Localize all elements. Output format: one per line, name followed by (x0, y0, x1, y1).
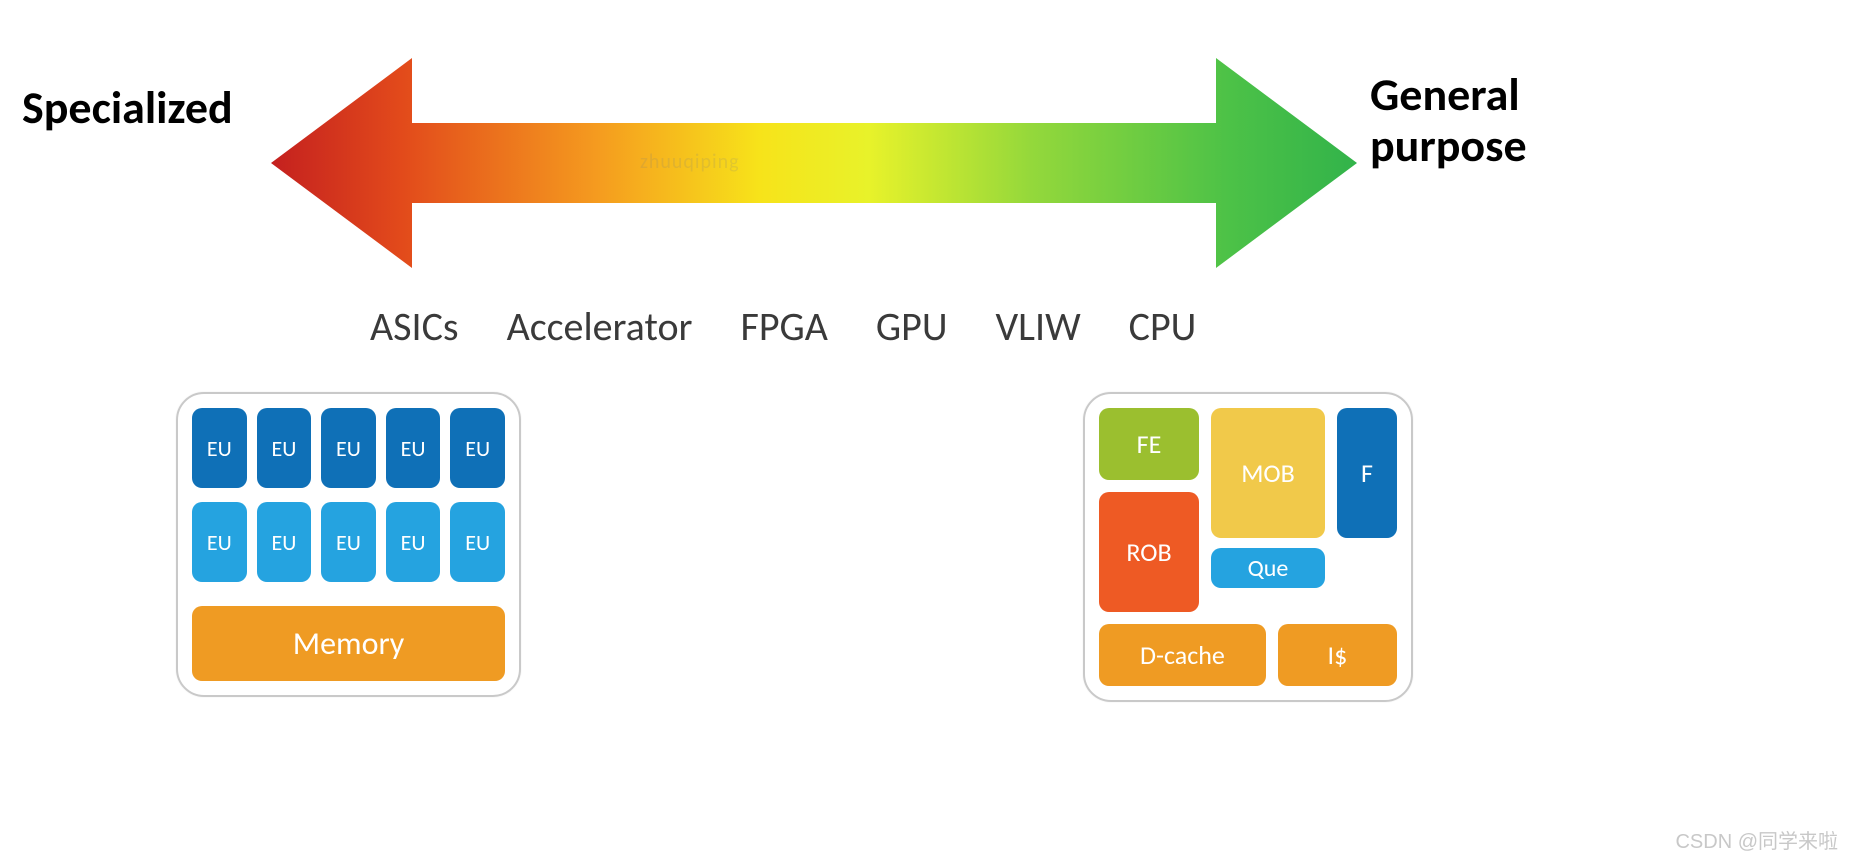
cat-cpu: CPU (1129, 302, 1197, 351)
cat-accelerator: Accelerator (507, 302, 693, 351)
eu-block: EU (450, 502, 505, 582)
eu-row-2: EU EU EU EU EU (192, 502, 505, 582)
eu-row-1: EU EU EU EU EU (192, 408, 505, 488)
watermark-center: zhuuqiping (640, 150, 740, 174)
cpu-f-col: F (1337, 408, 1397, 612)
eu-block: EU (257, 408, 312, 488)
f-block: F (1337, 408, 1397, 538)
panel-cpu: FE ROB MOB Que F D-cache I$ (1083, 392, 1413, 702)
cpu-top-row: FE ROB MOB Que F (1099, 408, 1397, 612)
spectrum-arrow (271, 58, 1357, 268)
rob-block: ROB (1099, 492, 1199, 612)
cat-vliw: VLIW (995, 302, 1080, 351)
cat-asics: ASICs (370, 302, 459, 351)
eu-block: EU (321, 408, 376, 488)
eu-block: EU (386, 408, 441, 488)
cat-gpu: GPU (876, 302, 948, 351)
fe-block: FE (1099, 408, 1199, 480)
cpu-bottom-row: D-cache I$ (1099, 624, 1397, 686)
cpu-mid-col: MOB Que (1211, 408, 1325, 612)
eu-block: EU (386, 502, 441, 582)
panel-asic: EU EU EU EU EU EU EU EU EU EU Memory (176, 392, 521, 697)
eu-block: EU (257, 502, 312, 582)
eu-block: EU (192, 408, 247, 488)
memory-block: Memory (192, 606, 505, 681)
label-general-line1: General (1370, 70, 1527, 121)
cpu-left-col: FE ROB (1099, 408, 1199, 612)
watermark-csdn: CSDN @同学来啦 (1675, 825, 1838, 854)
mob-block: MOB (1211, 408, 1325, 538)
eu-block: EU (321, 502, 376, 582)
eu-block: EU (192, 502, 247, 582)
eu-block: EU (450, 408, 505, 488)
label-general-line2: purpose (1370, 121, 1527, 172)
dcache-block: D-cache (1099, 624, 1266, 686)
category-row: ASICs Accelerator FPGA GPU VLIW CPU (370, 302, 1170, 351)
que-block: Que (1211, 548, 1325, 588)
label-specialized: Specialized (22, 80, 233, 136)
label-general-purpose: General purpose (1370, 70, 1527, 171)
icache-block: I$ (1278, 624, 1397, 686)
cat-fpga: FPGA (741, 302, 828, 351)
